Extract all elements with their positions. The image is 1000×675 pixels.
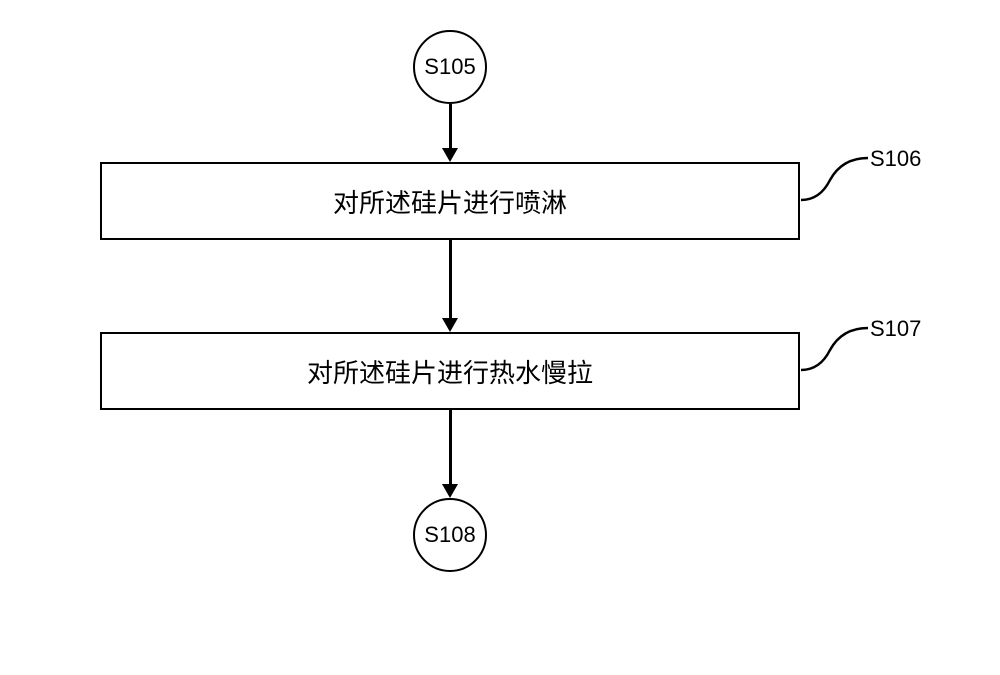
- step1-node: 对所述硅片进行喷淋: [100, 162, 800, 240]
- end-node: S108: [413, 498, 487, 572]
- end-label: S108: [424, 522, 475, 548]
- curve-connector-1: [800, 150, 870, 210]
- arrow-line-2: [449, 240, 452, 318]
- curve-connector-2: [800, 320, 870, 380]
- start-node: S105: [413, 30, 487, 104]
- step2-side-label: S107: [870, 316, 921, 342]
- step2-text: 对所述硅片进行热水慢拉: [307, 353, 593, 390]
- step1-side-label: S106: [870, 146, 921, 172]
- arrow-line-1: [449, 104, 452, 148]
- step2-node: 对所述硅片进行热水慢拉: [100, 332, 800, 410]
- start-label: S105: [424, 54, 475, 80]
- arrow-head-3: [442, 484, 458, 498]
- step1-text: 对所述硅片进行喷淋: [333, 183, 567, 220]
- arrow-head-1: [442, 148, 458, 162]
- arrow-line-3: [449, 410, 452, 484]
- arrow-head-2: [442, 318, 458, 332]
